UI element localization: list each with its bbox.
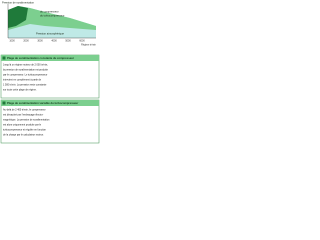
figure: Pression de suralimentation du compresse… [2, 1, 97, 47]
section-line: la pression de suralimentation est produ… [3, 69, 49, 72]
page: {"figure": { "y_label": "Pression de sur… [0, 0, 100, 146]
section-header [1, 55, 99, 61]
document: Pression de suralimentation du compresse… [0, 1, 100, 144]
section-header [1, 100, 99, 106]
section-box [0, 99, 100, 144]
section-line: sur toute cette plage de régime. [3, 89, 37, 92]
section-line: Au-delà de 2 400 tr/min, le compresseur [3, 109, 46, 112]
section-line: est alors uniquement produite par le [3, 124, 42, 127]
area-label: du turbocompresseur [40, 14, 65, 18]
section-line: magnétique. La pression de suralimentati… [3, 119, 50, 122]
x-ticks: 1000 2000 3000 4000 5000 6000 [9, 40, 85, 43]
section-title: Plage de suralimentation constante du co… [7, 56, 74, 60]
section-line: par le compresseur. Le turbocompresseur [3, 74, 47, 77]
section-line: 1 500 tr/min. La pression reste constant… [3, 84, 47, 87]
y-label: Pression de suralimentation [2, 1, 35, 5]
section-box [0, 54, 100, 99]
x-tick-label: 3000 [37, 40, 43, 43]
section-line: Jusqu'à un régime moteur de 2 000 tr/min… [3, 64, 48, 67]
section-icon [2, 101, 6, 105]
section-icon [2, 56, 6, 60]
area-label: du compresseur [40, 10, 59, 14]
x-label: Régime tr/min [81, 44, 97, 47]
section-line: de la charge par le calculateur moteur. [3, 134, 44, 137]
x-tick-label: 2000 [23, 40, 29, 43]
x-tick-label: 4000 [51, 40, 57, 43]
x-tick-label: 5000 [65, 40, 71, 43]
section-title: Plage de suralimentation variable du tur… [7, 101, 78, 105]
x-tick-label: 1000 [9, 40, 15, 43]
x-tick-label: 6000 [79, 40, 85, 43]
turbo-area [8, 6, 96, 30]
section-line: intervient en complément à partir de [3, 79, 42, 82]
sections: Plage de suralimentation constante du co… [0, 54, 100, 144]
section-line: est désactivé par l'embrayage électro- [3, 114, 44, 117]
area-label: Pression atmosphérique [36, 32, 65, 36]
section-line: turbocompresseur et régulée en fonction [3, 129, 47, 132]
compressor-area [8, 6, 28, 28]
